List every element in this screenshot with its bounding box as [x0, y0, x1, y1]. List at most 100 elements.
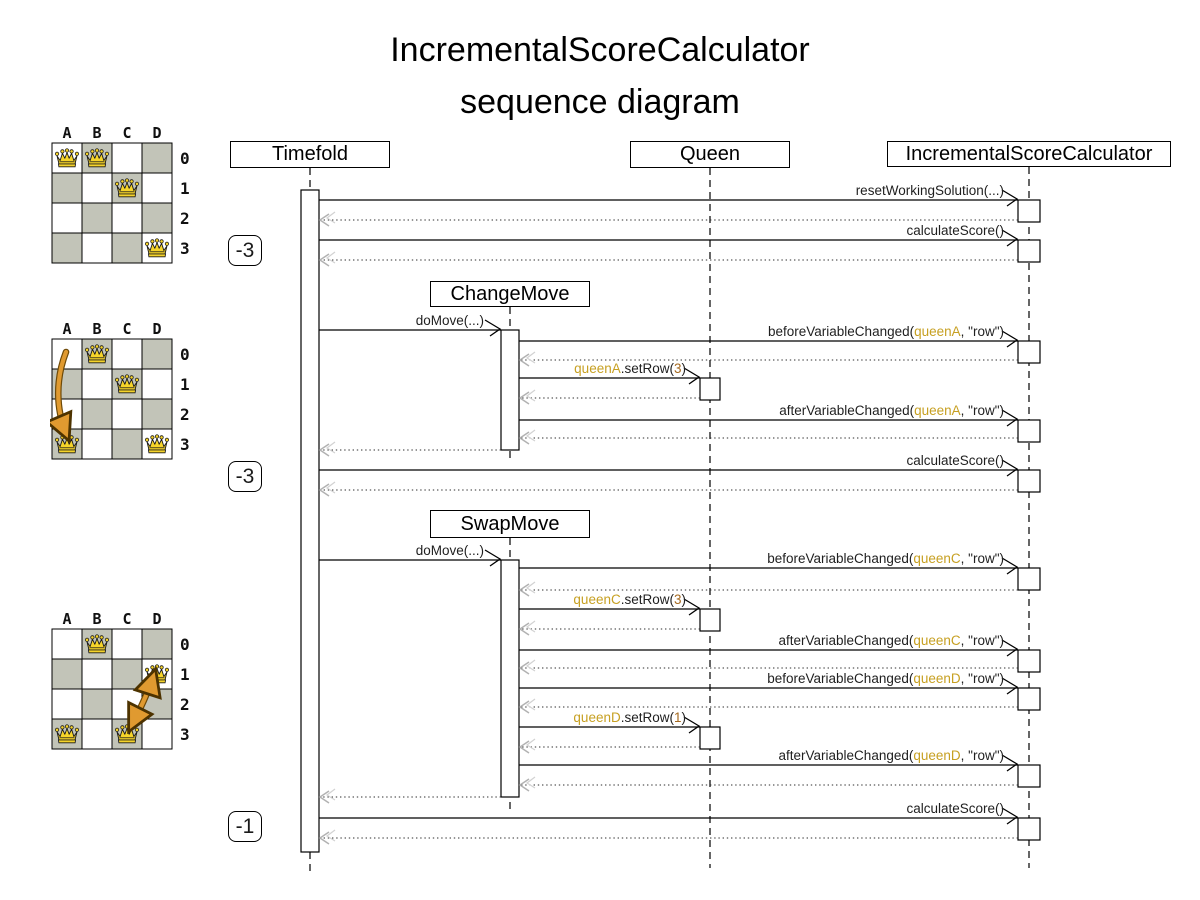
queenD-set-row-arrowhead — [683, 716, 701, 734]
board-cell-B2 — [81, 688, 113, 720]
row-label-2: 2 — [180, 209, 190, 228]
board-cell-A2 — [51, 202, 83, 234]
queenC-set-row-arrowhead — [683, 598, 701, 616]
column-label-D: D — [152, 322, 161, 338]
isc-activation — [1017, 340, 1041, 364]
row-label-1: 1 — [180, 665, 190, 684]
board-cell-C0 — [111, 338, 143, 370]
move-arrow-A0-to-A3 — [58, 349, 67, 436]
isc-activation — [1017, 687, 1041, 711]
return-before-queenC-arrowhead — [518, 583, 530, 597]
queen-activation — [699, 608, 721, 632]
return-before-queenD-arrowhead-echo — [525, 698, 536, 711]
do-move-1-arrowhead — [484, 319, 502, 337]
isc-activation — [1017, 567, 1041, 591]
board-cell-D0 — [141, 338, 173, 370]
return-before-queenA-arrowhead — [518, 353, 530, 367]
board-cell-C3 — [111, 428, 143, 460]
board-cell-C2 — [111, 202, 143, 234]
after-variable-changed-queenC-arrowhead — [1001, 639, 1019, 657]
calculate-score-3-arrowhead — [1001, 807, 1019, 825]
actor-box-swapmove: SwapMove — [430, 510, 590, 538]
actor-label-timefold: Timefold — [272, 143, 348, 165]
column-label-D: D — [152, 126, 161, 142]
actor-box-timefold: Timefold — [230, 141, 390, 168]
return-queenA-set-row-arrowhead-echo — [525, 389, 536, 402]
column-label-C: C — [122, 612, 131, 628]
return-do-move-2-arrowhead-echo — [325, 788, 336, 801]
column-label-B: B — [92, 322, 101, 338]
return-queenC-set-row-arrowhead-echo — [525, 620, 536, 633]
row-label-2: 2 — [180, 405, 190, 424]
return-after-queenD-arrowhead-echo — [525, 776, 536, 789]
column-label-B: B — [92, 612, 101, 628]
score-badge-1: -3 — [228, 235, 262, 266]
column-label-B: B — [92, 126, 101, 142]
return-after-queenA-arrowhead — [518, 431, 530, 445]
actor-label-swapmove: SwapMove — [460, 512, 560, 535]
board-cell-A1 — [51, 658, 83, 690]
board-cell-B1 — [81, 172, 113, 204]
after-variable-changed-queenA-arrowhead — [1001, 409, 1019, 427]
column-label-C: C — [122, 126, 131, 142]
before-variable-changed-queenD-arrowhead — [1001, 677, 1019, 695]
return-after-queenC-arrowhead-echo — [525, 659, 536, 672]
board-cell-C3 — [111, 232, 143, 264]
isc-activation — [1017, 764, 1041, 788]
reset-working-solution-arrowhead — [1001, 189, 1019, 207]
return-after-queenD-arrowhead — [518, 778, 530, 792]
row-label-0: 0 — [180, 345, 190, 364]
board-cell-D0 — [141, 142, 173, 174]
calculate-score-2-arrowhead — [1001, 459, 1019, 477]
return-reset-arrowhead — [318, 213, 330, 227]
page-title: IncrementalScoreCalculator sequence diag… — [0, 24, 1200, 128]
isc-activation — [1017, 817, 1041, 841]
isc-activation — [1017, 419, 1041, 443]
move-arrow-D1-to-C3 — [131, 674, 154, 727]
board-cell-C1 — [111, 658, 143, 690]
queenA-set-row-arrowhead — [683, 367, 701, 385]
return-calculate-score-2-arrowhead-echo — [325, 481, 336, 494]
board-cell-C1 — [111, 368, 143, 400]
row-label-1: 1 — [180, 375, 190, 394]
return-calculate-score-2-arrowhead — [318, 483, 330, 497]
board-cell-B2 — [81, 202, 113, 234]
swapmove-activation — [500, 559, 520, 798]
board-cell-A3 — [51, 232, 83, 264]
board-cell-B3 — [81, 718, 113, 750]
board-cell-B1 — [81, 368, 113, 400]
return-calculate-score-1-arrowhead-echo — [325, 251, 336, 264]
board-cell-D1 — [141, 172, 173, 204]
column-label-A: A — [62, 126, 71, 142]
after-variable-changed-queenD-arrowhead — [1001, 754, 1019, 772]
score-badge-3: -1 — [228, 811, 262, 842]
before-variable-changed-queenA-arrowhead — [1001, 330, 1019, 348]
isc-activation — [1017, 649, 1041, 673]
return-queenC-set-row-arrowhead — [518, 622, 530, 636]
board-cell-C2 — [111, 398, 143, 430]
return-calculate-score-1-arrowhead — [318, 253, 330, 267]
board-cell-A2 — [51, 688, 83, 720]
actor-label-changemove: ChangeMove — [450, 282, 570, 305]
changemove-activation — [500, 329, 520, 451]
board-cell-A0 — [51, 628, 83, 660]
board-cell-D0 — [141, 628, 173, 660]
board-cell-B2 — [81, 398, 113, 430]
actor-box-changemove: ChangeMove — [430, 281, 590, 307]
return-do-move-2-arrowhead — [318, 790, 330, 804]
return-before-queenC-arrowhead-echo — [525, 581, 536, 594]
return-queenD-set-row-arrowhead-echo — [525, 738, 536, 751]
queen-activation — [699, 726, 721, 750]
board-cell-C0 — [111, 628, 143, 660]
board-cell-D3 — [141, 718, 173, 750]
calculate-score-1-arrowhead — [1001, 229, 1019, 247]
row-label-0: 0 — [180, 149, 190, 168]
return-queenD-set-row-arrowhead — [518, 740, 530, 754]
isc-activation — [1017, 199, 1041, 223]
score-badge-2: -3 — [228, 461, 262, 492]
actor-box-queen: Queen — [630, 141, 790, 168]
board-cell-A1 — [51, 172, 83, 204]
column-label-D: D — [152, 612, 161, 628]
return-reset-arrowhead-echo — [325, 211, 336, 224]
actor-label-queen: Queen — [679, 143, 741, 165]
